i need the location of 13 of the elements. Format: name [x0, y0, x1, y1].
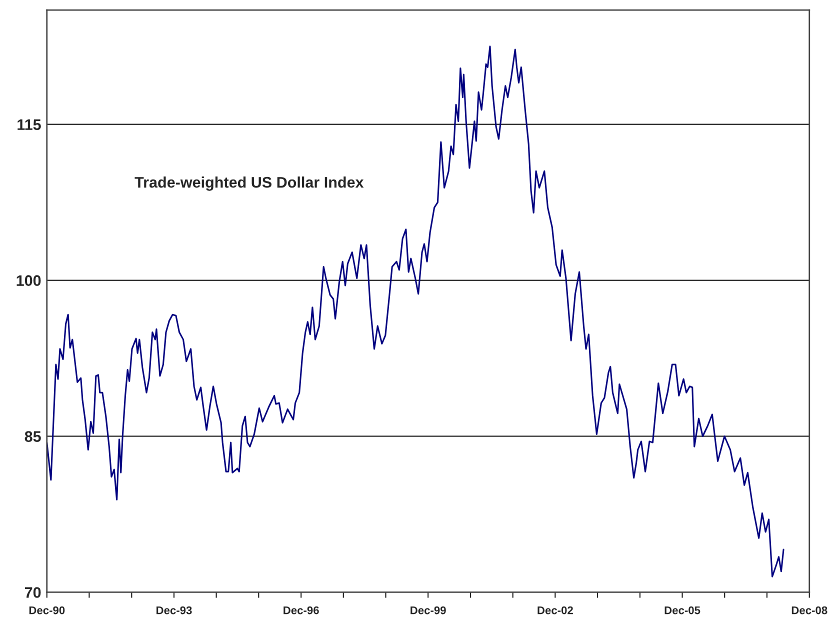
y-tick-label: 100	[16, 275, 41, 286]
x-tick-label: Dec-93	[156, 606, 192, 614]
x-tick-label: Dec-02	[538, 606, 573, 614]
x-tick-label: Dec-96	[284, 606, 319, 614]
line-series	[46, 46, 784, 578]
y-tick-label: 85	[24, 431, 41, 442]
text: Trade-weighted US Dollar Index	[134, 176, 364, 191]
x-tick-label: Dec-99	[410, 606, 446, 614]
x-tick-label: Dec-90	[29, 606, 65, 614]
x-tick-label: Dec-05	[664, 606, 700, 614]
y-tick-label: 115	[18, 119, 41, 130]
x-tick-label: Dec-08	[792, 606, 828, 614]
y-tick-label: 70	[24, 587, 41, 598]
